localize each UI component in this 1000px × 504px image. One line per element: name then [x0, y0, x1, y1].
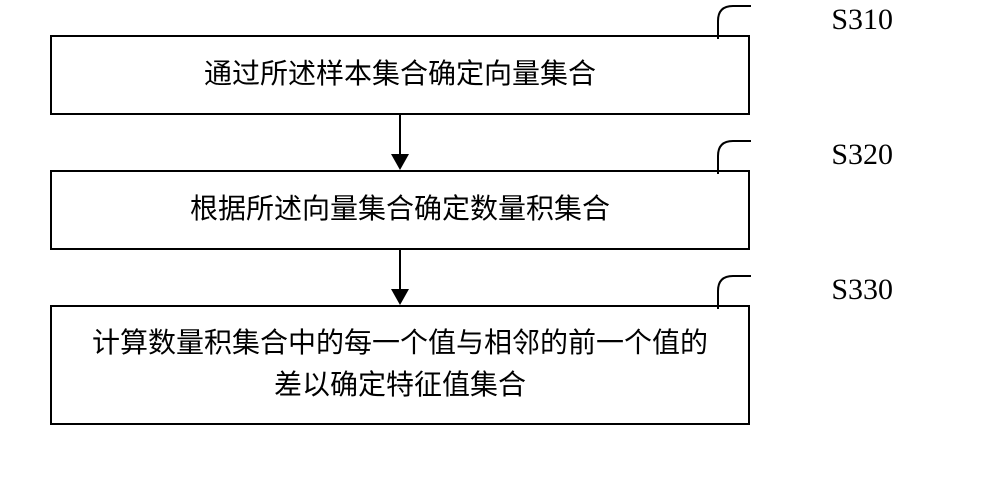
arrow-1-line [399, 115, 401, 154]
arrow-2-line [399, 250, 401, 289]
arrow-1-container [50, 115, 750, 170]
step-1-label: S310 [831, 3, 893, 37]
arrow-2-container [50, 250, 750, 305]
step-3-text: 计算数量积集合中的每一个值与相邻的前一个值的差以确定特征值集合 [82, 323, 718, 407]
step-1-text: 通过所述样本集合确定向量集合 [204, 54, 596, 96]
step-3-connector [713, 271, 753, 311]
arrow-1 [391, 115, 409, 170]
step-3-label: S330 [831, 273, 893, 307]
arrow-1-head [391, 154, 409, 170]
flowchart-step-2: 根据所述向量集合确定数量积集合 S320 [50, 170, 750, 250]
step-1-connector [713, 1, 753, 41]
step-2-label: S320 [831, 138, 893, 172]
flowchart-container: 通过所述样本集合确定向量集合 S310 根据所述向量集合确定数量积集合 S320… [50, 35, 950, 425]
arrow-2-head [391, 289, 409, 305]
step-2-connector [713, 136, 753, 176]
arrow-2 [391, 250, 409, 305]
flowchart-step-1: 通过所述样本集合确定向量集合 S310 [50, 35, 750, 115]
step-2-text: 根据所述向量集合确定数量积集合 [190, 189, 610, 231]
flowchart-step-3: 计算数量积集合中的每一个值与相邻的前一个值的差以确定特征值集合 S330 [50, 305, 750, 425]
